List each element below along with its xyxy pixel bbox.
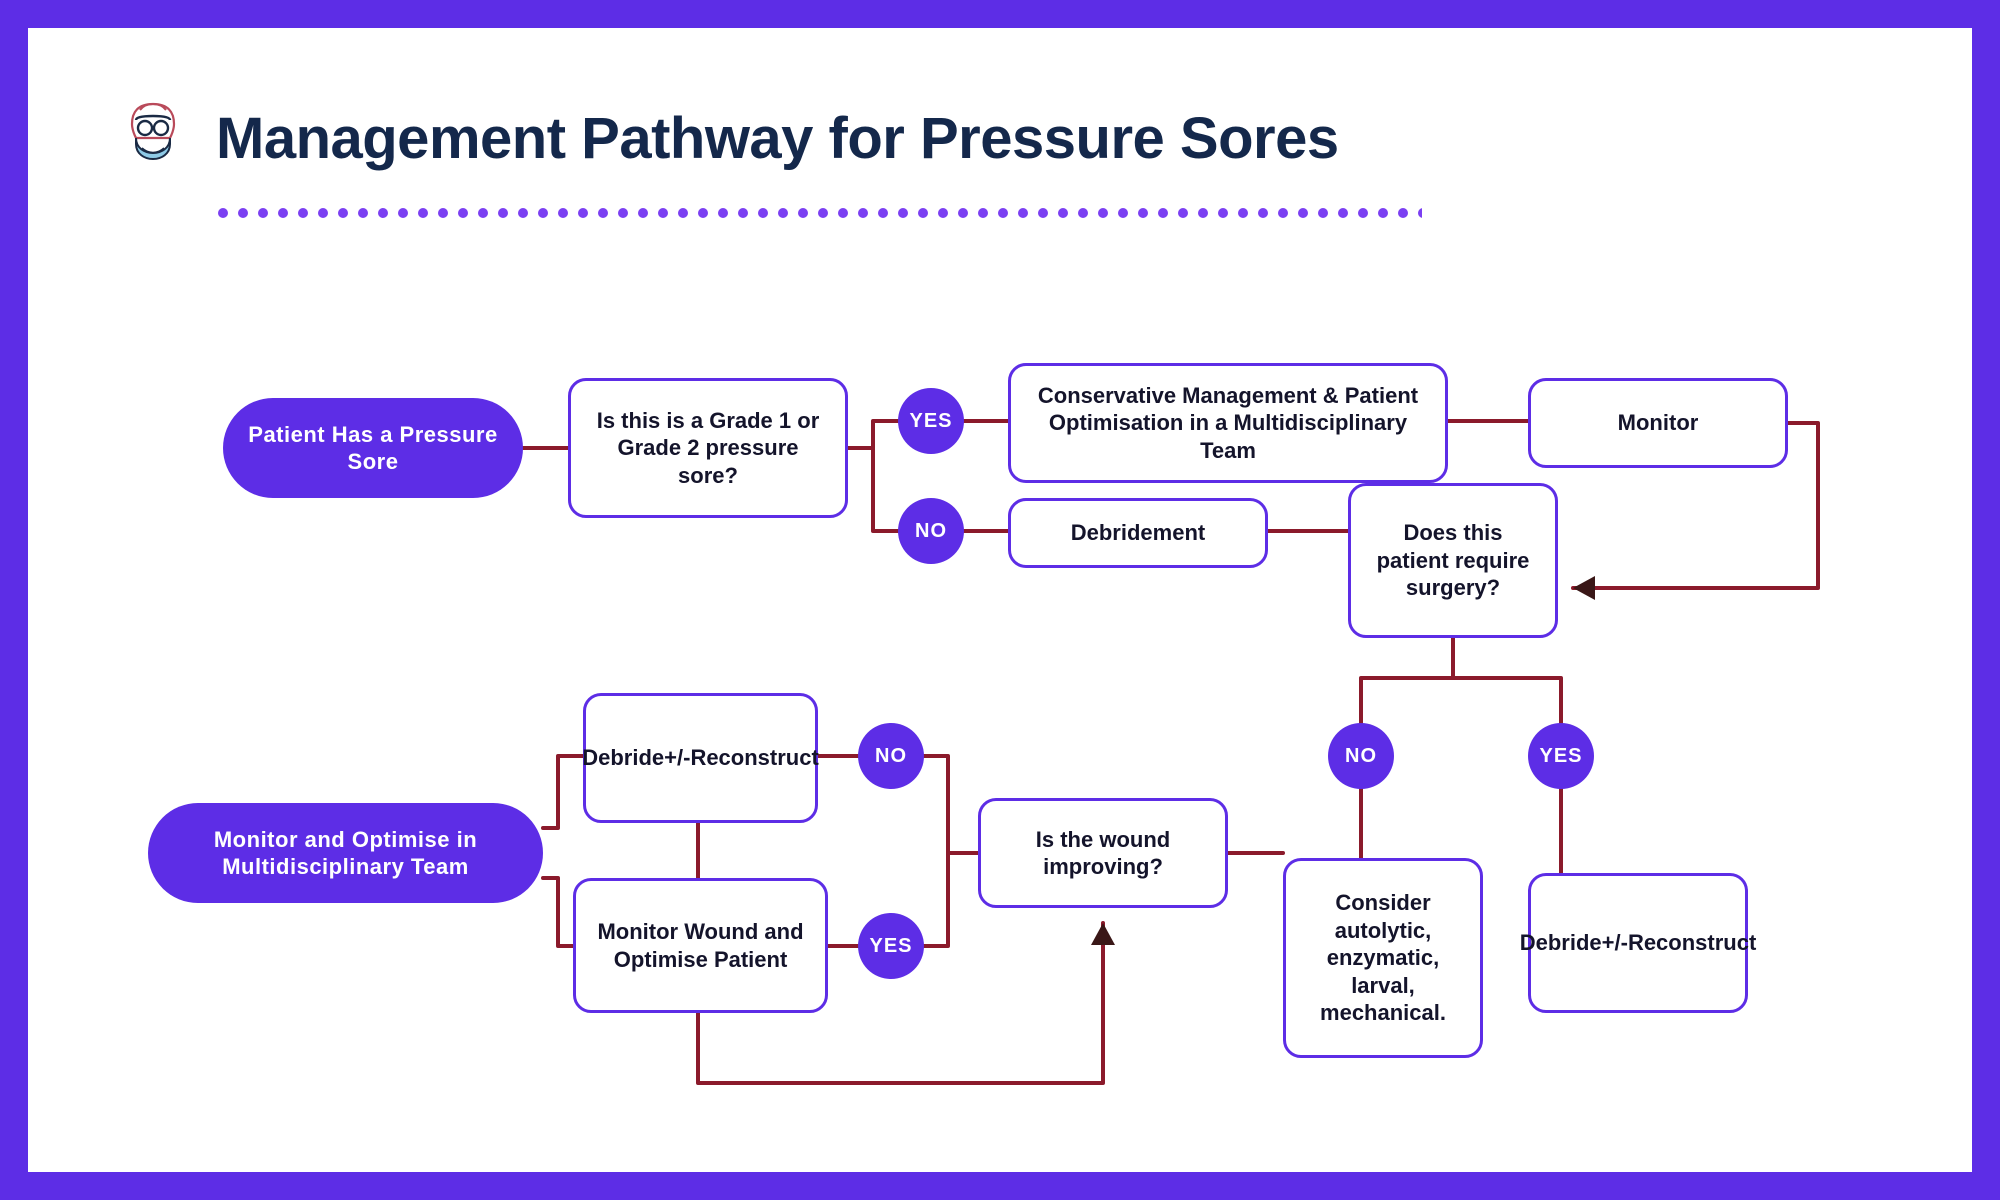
node-q_grade: Is this is a Grade 1 or Grade 2 pressure… [568,378,848,518]
outer-frame: Management Pathway for Pressure Sores Pa… [0,0,2000,1200]
node-monwound: Monitor Wound and Optimise Patient [573,878,828,1013]
node-debride: Debridement [1008,498,1268,568]
node-conserv: Conservative Management & Patient Optimi… [1008,363,1448,483]
canvas: Management Pathway for Pressure Sores Pa… [28,28,1972,1172]
node-debride2: Debride+/-Reconstruct [1528,873,1748,1013]
node-b_no2: NO [1328,723,1394,789]
node-q_surg: Does this patient require surgery? [1348,483,1558,638]
node-b_no3: NO [858,723,924,789]
node-b_no1: NO [898,498,964,564]
node-monitor: Monitor [1528,378,1788,468]
node-debride3: Debride+/-Reconstruct [583,693,818,823]
node-b_yes2: YES [1528,723,1594,789]
node-monteam: Monitor and Optimise in Multidisciplinar… [148,803,543,903]
node-consider: Consider autolytic, enzymatic, larval, m… [1283,858,1483,1058]
node-start: Patient Has a Pressure Sore [223,398,523,498]
node-b_yes1: YES [898,388,964,454]
node-b_yes3: YES [858,913,924,979]
node-q_improv: Is the wound improving? [978,798,1228,908]
